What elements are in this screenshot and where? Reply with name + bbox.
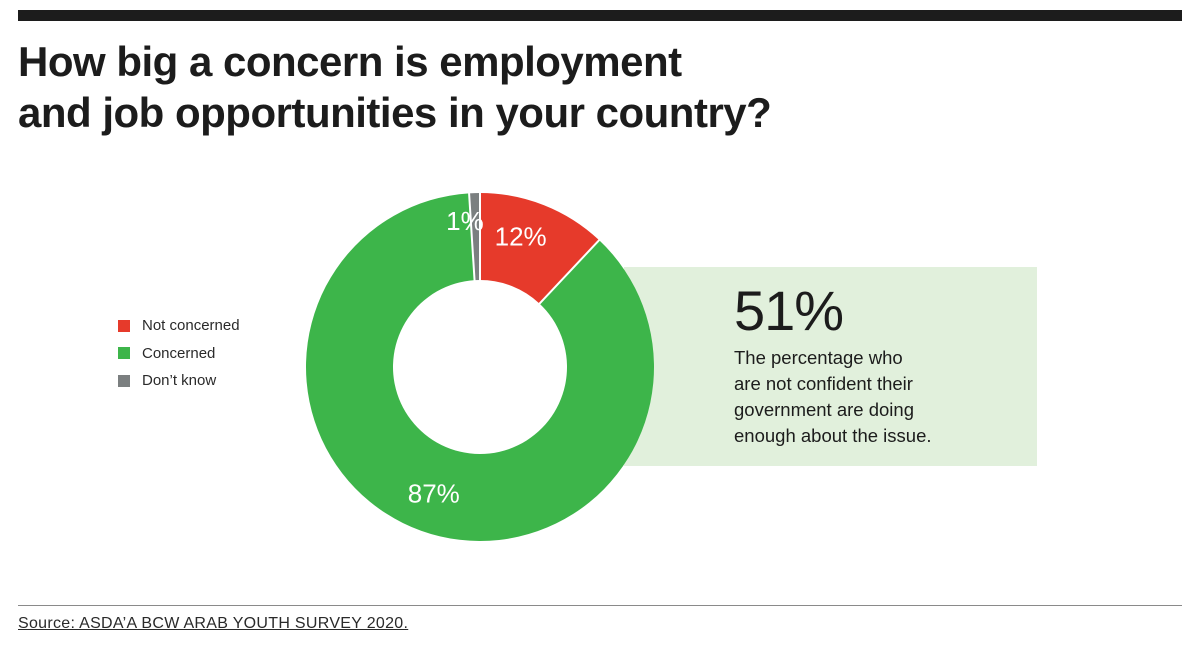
callout-text-line-2: are not confident their (734, 373, 913, 394)
callout-text-line-4: enough about the issue. (734, 425, 932, 446)
donut-separator (468, 192, 476, 282)
chart-title: How big a concern is employment and job … (18, 36, 1018, 138)
donut-slice-concerned (306, 193, 654, 541)
legend-swatch-dont-know (118, 374, 130, 387)
data-label-dont-know: 1% (446, 206, 484, 236)
donut-slice-not-concerned (480, 193, 600, 304)
callout-text: The percentage who are not confident the… (734, 345, 974, 449)
legend-swatch-not-concerned (118, 319, 130, 332)
bottom-rule (18, 605, 1182, 606)
legend-swatch-concerned (118, 347, 130, 360)
legend: Not concerned Concerned Don’t know (118, 312, 240, 395)
legend-item-dont-know: Don’t know (118, 367, 240, 395)
source-note: Source: ASDA’A BCW ARAB YOUTH SURVEY 202… (18, 615, 409, 632)
callout-box: 51% The percentage who are not confident… (624, 267, 1037, 466)
legend-item-not-concerned: Not concerned (118, 312, 240, 340)
chart-title-line-1: How big a concern is employment (18, 38, 682, 85)
callout-text-line-1: The percentage who (734, 347, 903, 368)
donut-slice-dont-know (469, 193, 480, 281)
legend-label-dont-know: Don’t know (142, 372, 217, 390)
data-label-not-concerned: 12% (495, 222, 547, 252)
data-label-concerned: 87% (408, 478, 460, 508)
callout-value: 51% (734, 279, 844, 342)
chart-title-line-2: and job opportunities in your country? (18, 89, 772, 136)
legend-label-not-concerned: Not concerned (142, 317, 240, 335)
legend-item-concerned: Concerned (118, 340, 240, 368)
top-rule (18, 10, 1182, 21)
callout-text-line-3: government are doing (734, 399, 914, 420)
legend-label-concerned: Concerned (142, 344, 216, 362)
donut-separator (538, 238, 601, 305)
